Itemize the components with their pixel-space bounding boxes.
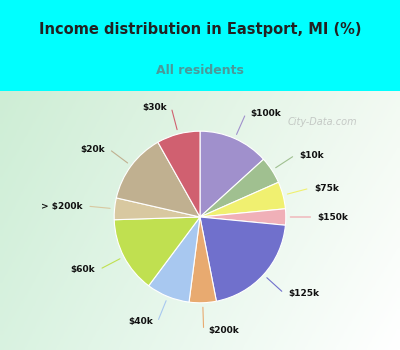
Text: $60k: $60k xyxy=(71,265,95,274)
Wedge shape xyxy=(189,217,216,303)
Text: $100k: $100k xyxy=(250,109,281,118)
Text: $75k: $75k xyxy=(314,184,339,193)
Text: All residents: All residents xyxy=(156,64,244,77)
Text: $30k: $30k xyxy=(142,103,167,112)
Wedge shape xyxy=(158,131,200,217)
Wedge shape xyxy=(200,159,278,217)
Text: City-Data.com: City-Data.com xyxy=(288,117,358,127)
Text: $10k: $10k xyxy=(299,151,324,160)
Text: $40k: $40k xyxy=(128,317,153,327)
Wedge shape xyxy=(200,131,264,217)
Text: $125k: $125k xyxy=(288,289,319,298)
Text: $20k: $20k xyxy=(80,145,105,154)
Wedge shape xyxy=(200,182,286,217)
Text: $200k: $200k xyxy=(208,326,239,335)
Text: $150k: $150k xyxy=(318,212,348,222)
Wedge shape xyxy=(200,217,286,301)
Wedge shape xyxy=(114,198,200,220)
Wedge shape xyxy=(149,217,200,302)
Wedge shape xyxy=(116,142,200,217)
Text: Income distribution in Eastport, MI (%): Income distribution in Eastport, MI (%) xyxy=(39,22,361,37)
Wedge shape xyxy=(200,209,286,225)
Text: > $200k: > $200k xyxy=(42,202,83,211)
Wedge shape xyxy=(114,217,200,286)
